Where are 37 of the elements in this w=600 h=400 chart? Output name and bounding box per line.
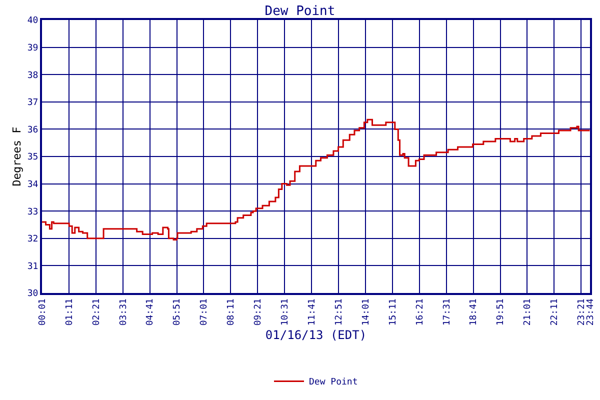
y-tick-label: 32 <box>27 234 38 245</box>
y-tick-label: 38 <box>27 70 38 81</box>
x-tick-label: 15:11 <box>388 298 398 326</box>
x-tick-label: 17:31 <box>442 298 452 326</box>
x-tick-label: 23:21 <box>577 298 588 326</box>
x-tick-label: 03:31 <box>118 298 129 326</box>
x-tick-label: 10:31 <box>280 298 291 326</box>
y-tick-label: 39 <box>27 43 38 54</box>
x-tick-label: 23:44 <box>586 298 596 326</box>
legend-label: Dew Point <box>309 378 358 388</box>
y-tick-label: 36 <box>27 125 38 136</box>
y-tick-label: 34 <box>27 180 38 190</box>
y-tick-label: 35 <box>27 152 38 163</box>
x-tick-label: 00:01 <box>38 298 48 326</box>
chart-title: Dew Point <box>264 4 336 20</box>
x-tick-label: 07:01 <box>200 298 210 326</box>
y-tick-label: 40 <box>27 16 38 26</box>
x-tick-label: 05:51 <box>172 298 183 326</box>
x-tick-label: 01:11 <box>64 298 75 326</box>
x-tick-label: 21:01 <box>523 298 534 326</box>
x-tick-label: 16:21 <box>415 298 426 326</box>
x-tick-label: 02:21 <box>92 298 102 326</box>
x-tick-label: 18:41 <box>469 298 480 326</box>
x-tick-label: 19:51 <box>496 298 506 326</box>
y-axis-title: Degrees F <box>10 126 24 186</box>
y-tick-label: 37 <box>27 98 38 108</box>
x-tick-label: 09:21 <box>254 298 264 326</box>
x-tick-label: 22:11 <box>550 298 560 326</box>
x-axis-title: 01/16/13 (EDT) <box>265 328 367 342</box>
y-tick-label: 33 <box>27 207 38 218</box>
y-tick-label: 31 <box>27 262 38 272</box>
x-tick-label: 14:01 <box>361 298 372 326</box>
y-tick-label: 30 <box>27 289 38 300</box>
x-tick-label: 11:41 <box>307 298 318 326</box>
x-tick-label: 04:41 <box>146 298 156 326</box>
x-tick-label: 12:51 <box>334 298 344 326</box>
x-tick-label: 08:11 <box>226 298 237 326</box>
